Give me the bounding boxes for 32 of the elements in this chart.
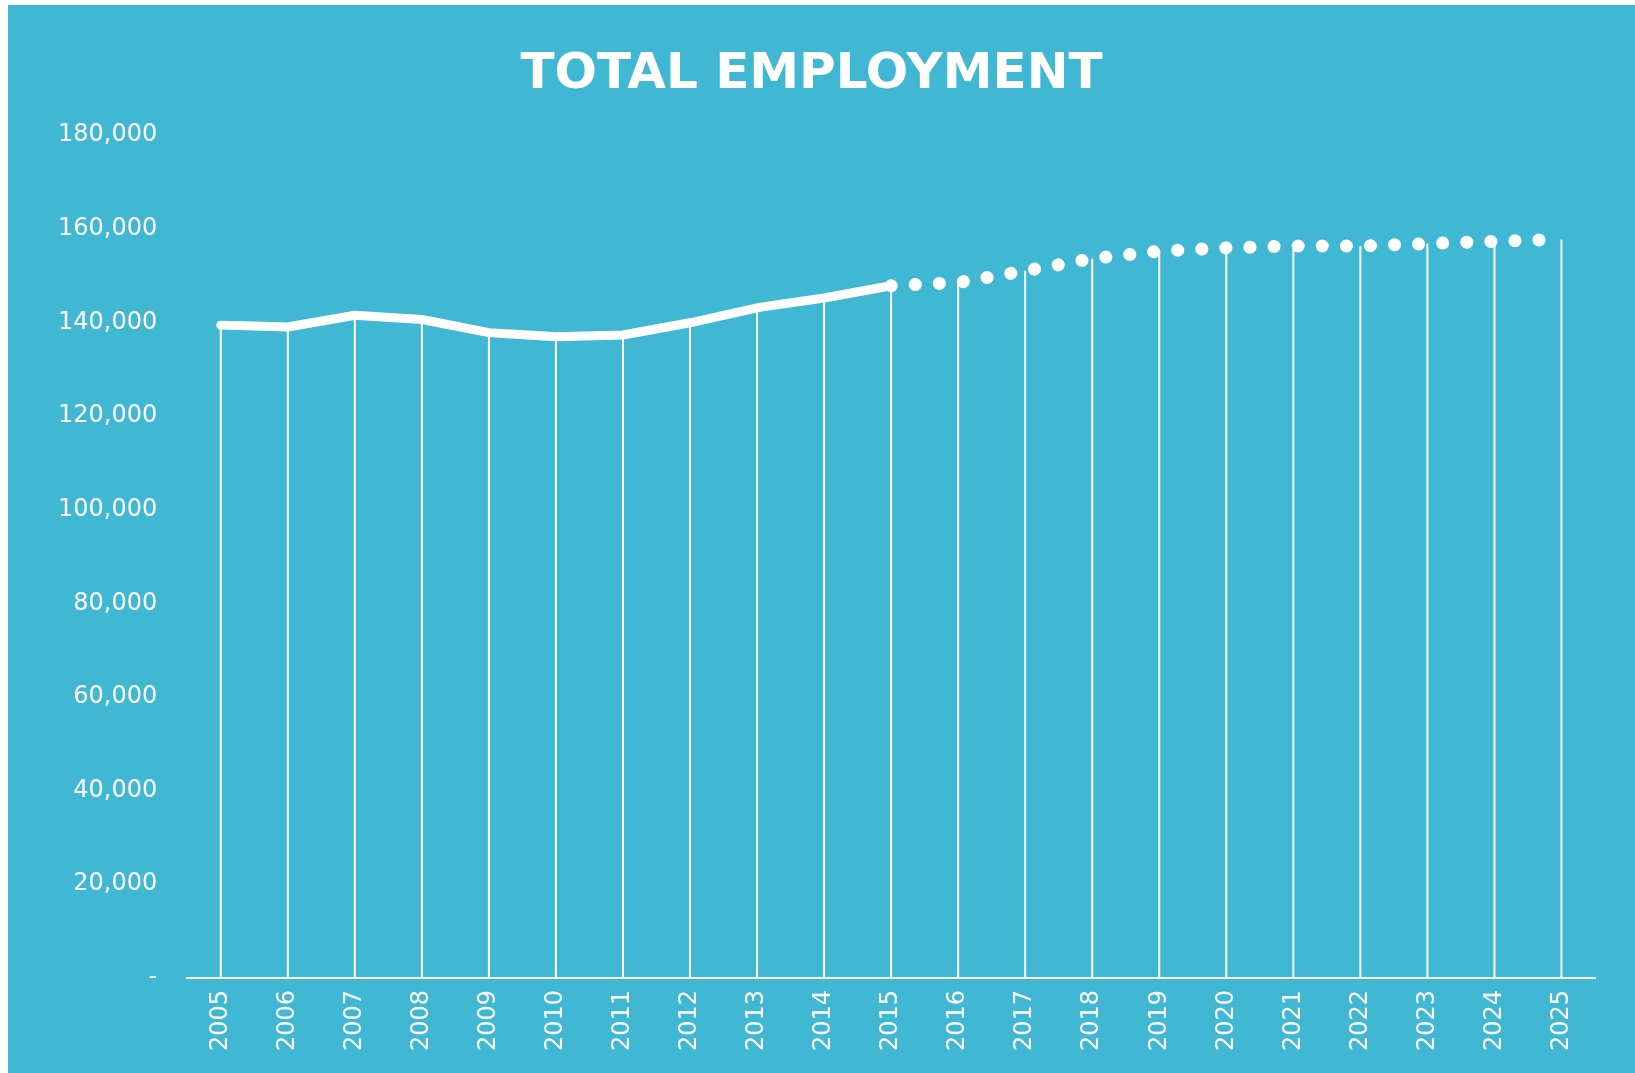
y-tick-label: 120,000 [58,400,158,429]
x-tick-label: 2011 [607,989,636,1051]
y-tick-label: - [148,962,158,991]
x-tick-label: 2020 [1210,989,1239,1051]
x-tick-label: 2010 [540,989,569,1051]
x-tick-label: 2014 [808,989,837,1051]
x-tick-label: 2008 [406,989,435,1051]
y-tick-label: 20,000 [73,868,158,897]
y-tick-label: 60,000 [73,681,158,710]
x-tick-label: 2005 [205,989,233,1051]
x-tick-label: 2018 [1076,989,1105,1051]
x-tick-label: 2019 [1143,989,1172,1051]
y-tick-label: 80,000 [73,587,158,616]
x-tick-label: 2024 [1478,989,1507,1051]
x-tick-label: 2021 [1277,989,1306,1051]
x-tick-label: 2015 [875,989,904,1051]
x-tick-label: 2022 [1344,989,1373,1051]
y-tick-label: 180,000 [58,119,158,148]
y-tick-label: 40,000 [73,774,158,803]
x-tick-label: 2013 [741,989,770,1051]
y-tick-label: 100,000 [58,493,158,522]
x-tick-label: 2025 [1545,989,1574,1051]
x-tick-label: 2023 [1411,989,1440,1051]
chart-title: TOTAL EMPLOYMENT [520,41,1103,100]
x-tick-label: 2017 [1009,989,1038,1051]
y-tick-label: 140,000 [58,306,158,335]
x-tick-label: 2012 [674,989,703,1051]
y-tick-label: 160,000 [58,212,158,241]
x-tick-label: 2009 [473,989,502,1051]
x-tick-label: 2007 [339,989,368,1051]
x-tick-label: 2016 [942,989,971,1051]
x-tick-label: 2006 [272,989,301,1051]
